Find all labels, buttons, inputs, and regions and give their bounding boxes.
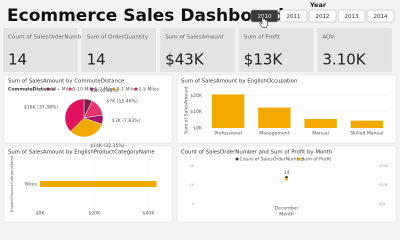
pie-slice xyxy=(70,117,103,138)
x-tick-label: Skilled Manual xyxy=(350,131,383,137)
x-tick-label: Management xyxy=(259,131,289,137)
legend-label: 10+ Miles xyxy=(51,87,74,93)
bar xyxy=(258,107,291,128)
legend-label: 5-10 Miles xyxy=(73,87,97,93)
slicer-button-label[interactable]: 2014 xyxy=(374,14,388,20)
kpi-label: Sum of SalesAmount xyxy=(165,35,224,41)
y-tick-label: $0K xyxy=(193,126,203,132)
y2-tick-label: $20K xyxy=(379,164,389,168)
kpi-label: Count of SalesOrderNumber xyxy=(8,35,88,41)
y-axis-label: EnglishProductCategoryName xyxy=(9,155,14,212)
slicer-button-label[interactable]: 2011 xyxy=(287,14,301,20)
legend-label: 1-2 Miles xyxy=(95,87,116,93)
x-tick-label: Manual xyxy=(312,131,329,137)
x-tick-label: Professional xyxy=(214,131,242,137)
slicer-button[interactable] xyxy=(366,9,395,23)
data-label: 14 xyxy=(284,170,290,176)
data-label: $7K (15.46%) xyxy=(106,99,138,105)
slicer-button[interactable] xyxy=(337,9,366,23)
y-tick-label: 20 xyxy=(190,164,194,168)
kpi-card xyxy=(160,28,235,72)
slicer-button[interactable] xyxy=(279,9,308,23)
kpi-label: Sum of Profit xyxy=(244,35,281,41)
legend-label: 0-1 Miles xyxy=(117,87,138,93)
slicer-button-label[interactable]: 2012 xyxy=(316,14,330,20)
bar xyxy=(350,120,384,128)
y-axis-label: Sum of SalesAmount xyxy=(184,86,190,134)
data-label: $3K (7.83%) xyxy=(112,118,141,124)
y-tick-label: $10K xyxy=(190,109,203,115)
y-tick-label: 10 xyxy=(190,183,194,187)
y2-tick-label: $10K xyxy=(379,183,389,187)
legend-title: CommuteDistance xyxy=(8,87,55,93)
chart-title: Sum of SalesAmount by EnglishProductCate… xyxy=(8,150,155,156)
x-tick-label: $20K xyxy=(88,211,101,217)
kpi-card xyxy=(81,28,157,72)
kpi-value: 14 xyxy=(8,51,27,69)
data-point xyxy=(285,177,288,181)
kpi-card xyxy=(238,28,314,72)
bar xyxy=(40,181,157,187)
legend-marker xyxy=(90,87,94,91)
data-label: $3K (6.98%) xyxy=(90,88,119,94)
legend-label: Sum of Profit xyxy=(302,157,332,163)
data-label: $16K (37.38%) xyxy=(24,105,59,111)
legend-marker xyxy=(68,87,72,91)
legend-marker xyxy=(46,87,50,91)
pie-slice xyxy=(64,98,85,132)
legend-marker xyxy=(235,157,239,161)
legend-marker xyxy=(134,87,138,91)
slicer-title: Year xyxy=(309,1,327,9)
x-axis-label: Month xyxy=(279,212,293,218)
y-tick-label: $20K xyxy=(190,93,203,99)
kpi-label: AOV xyxy=(322,35,334,41)
dashboard-title: Ecommerce Sales Dashboard xyxy=(7,6,284,26)
slicer-button-label[interactable]: 2010 xyxy=(258,14,272,20)
x-tick-label: $40K xyxy=(143,211,156,217)
legend-label: Count of SalesOrderNumber xyxy=(240,157,305,163)
data-label: $14K (32.35%) xyxy=(90,143,125,149)
x-tick-label: $0K xyxy=(36,211,46,217)
page: Ecommerce Sales Dashboard Year 2010 2011 2… xyxy=(3,1,397,223)
legend-marker xyxy=(112,87,116,91)
kpi-card xyxy=(3,28,78,72)
kpi-value: 14 xyxy=(87,51,106,69)
kpi-value: $13K xyxy=(244,51,284,69)
bar xyxy=(304,119,337,128)
panel xyxy=(176,145,397,223)
legend-marker xyxy=(297,157,301,161)
cursor xyxy=(259,16,268,28)
kpi-label: Sum of OrderQuantity xyxy=(87,35,149,41)
slicer-button[interactable] xyxy=(308,9,337,23)
kpi-card xyxy=(317,28,392,72)
x-tick-label: December xyxy=(275,206,299,212)
kpi-value: $43K xyxy=(165,51,205,69)
chart-title: Sum of SalesAmount by CommuteDistance xyxy=(8,79,125,85)
chart-title: Sum of SalesAmount by EnglishOccupation xyxy=(181,79,297,85)
y-tick-label: 0 xyxy=(192,202,194,206)
chart-title: Count of SalesOrderNumber and Sum of Pro… xyxy=(181,150,332,156)
legend-label: 2-5 Miles xyxy=(139,87,160,93)
kpi-value: 3.10K xyxy=(322,51,366,69)
y-tick-label: Bikes xyxy=(25,182,38,188)
slicer-button-label[interactable]: 2013 xyxy=(345,14,359,20)
dashboard: Ecommerce Sales Dashboard Year 2010 2011 2… xyxy=(3,1,397,223)
y2-tick-label: $0K xyxy=(379,202,386,206)
bar xyxy=(211,94,245,128)
